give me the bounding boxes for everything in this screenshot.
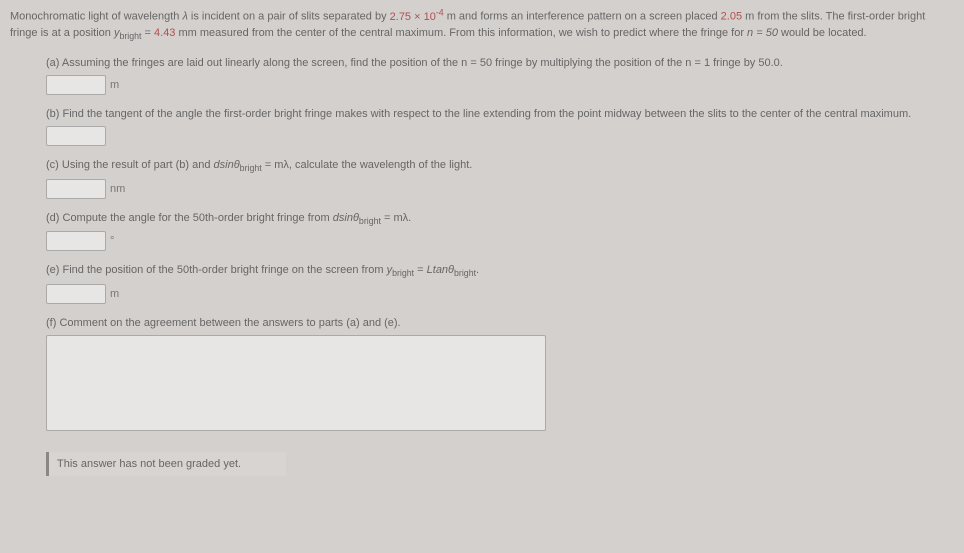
part-e-unit: m xyxy=(110,288,119,300)
part-e-input[interactable] xyxy=(46,284,106,304)
part-d-unit: ° xyxy=(110,235,114,247)
part-c: (c) Using the result of part (b) and dsi… xyxy=(46,158,954,199)
part-a-unit: m xyxy=(110,79,119,91)
part-c-unit: nm xyxy=(110,183,125,195)
part-e: (e) Find the position of the 50th-order … xyxy=(46,263,954,304)
part-a: (a) Assuming the fringes are laid out li… xyxy=(46,56,954,95)
part-f-textarea[interactable] xyxy=(46,335,546,431)
part-c-input[interactable] xyxy=(46,179,106,199)
problem-intro: Monochromatic light of wavelength λ is i… xyxy=(10,6,954,44)
part-a-input[interactable] xyxy=(46,75,106,95)
part-c-text: (c) Using the result of part (b) and dsi… xyxy=(46,158,954,175)
part-e-text: (e) Find the position of the 50th-order … xyxy=(46,263,954,280)
part-b-text: (b) Find the tangent of the angle the fi… xyxy=(46,107,954,122)
part-d: (d) Compute the angle for the 50th-order… xyxy=(46,211,954,252)
part-f: (f) Comment on the agreement between the… xyxy=(46,316,954,434)
part-b: (b) Find the tangent of the angle the fi… xyxy=(46,107,954,146)
part-a-text: (a) Assuming the fringes are laid out li… xyxy=(46,56,954,71)
part-b-input[interactable] xyxy=(46,126,106,146)
part-d-text: (d) Compute the angle for the 50th-order… xyxy=(46,211,954,228)
part-d-input[interactable] xyxy=(46,231,106,251)
graded-notice: This answer has not been graded yet. xyxy=(46,452,286,476)
part-f-text: (f) Comment on the agreement between the… xyxy=(46,316,954,331)
